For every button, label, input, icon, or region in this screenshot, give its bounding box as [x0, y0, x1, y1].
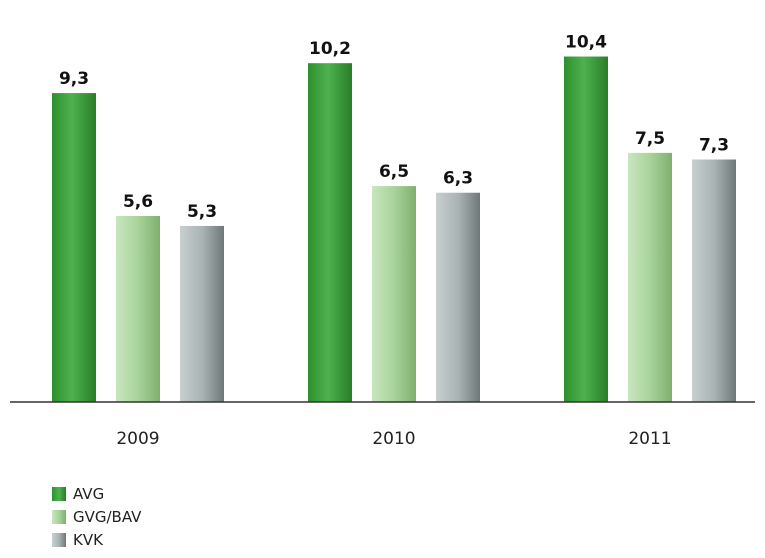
bar-gvg-bav-2009 [116, 215, 160, 402]
value-labels-group: 9,3 5,6 5,3 10,2 6,5 6,3 10,4 7,5 7,3 [59, 33, 729, 222]
value-label-kvk-2010: 6,3 [443, 169, 473, 189]
category-label-2009: 2009 [116, 429, 159, 449]
bar-gvg-bav-2010 [372, 186, 416, 402]
legend-label: KVK [73, 530, 103, 549]
bar-avg-2010 [308, 63, 352, 402]
legend-label: AVG [73, 484, 105, 503]
legend-item-gvg-bav: GVG/BAV [52, 505, 141, 528]
legend-item-avg: AVG [52, 482, 141, 505]
bar-avg-2011 [564, 56, 608, 403]
legend-label: GVG/BAV [73, 507, 142, 526]
value-label-gvg-bav-2009: 5,6 [123, 192, 153, 212]
legend-item-kvk: KVK [52, 528, 141, 551]
value-label-avg-2009: 9,3 [59, 69, 89, 89]
category-label-2011: 2011 [628, 429, 671, 449]
bar-gvg-bav-2011 [628, 152, 672, 402]
bars-group [52, 56, 736, 403]
category-label-2010: 2010 [372, 429, 415, 449]
value-label-kvk-2009: 5,3 [187, 202, 217, 222]
value-label-gvg-bav-2011: 7,5 [635, 129, 665, 149]
value-label-avg-2011: 10,4 [565, 33, 607, 53]
legend-swatch [52, 486, 66, 501]
bar-kvk-2011 [692, 159, 736, 402]
bar-chart: 9,35,6 5,310,26,5 6,310,47,5 7,3 2009 2010 20… [10, 33, 755, 449]
value-label-avg-2010: 10,2 [309, 39, 351, 59]
value-label-gvg-bav-2010: 6,5 [379, 162, 409, 182]
legend: AVG GVG/BAV KVK [52, 482, 141, 551]
bar-kvk-2009 [180, 225, 224, 402]
legend-swatch [52, 532, 66, 547]
category-labels-group: 2009 2010 2011 [116, 429, 671, 449]
legend-swatch [52, 509, 66, 524]
value-label-kvk-2011: 7,3 [699, 136, 729, 156]
bar-avg-2009 [52, 93, 96, 403]
bar-kvk-2010 [436, 192, 480, 402]
